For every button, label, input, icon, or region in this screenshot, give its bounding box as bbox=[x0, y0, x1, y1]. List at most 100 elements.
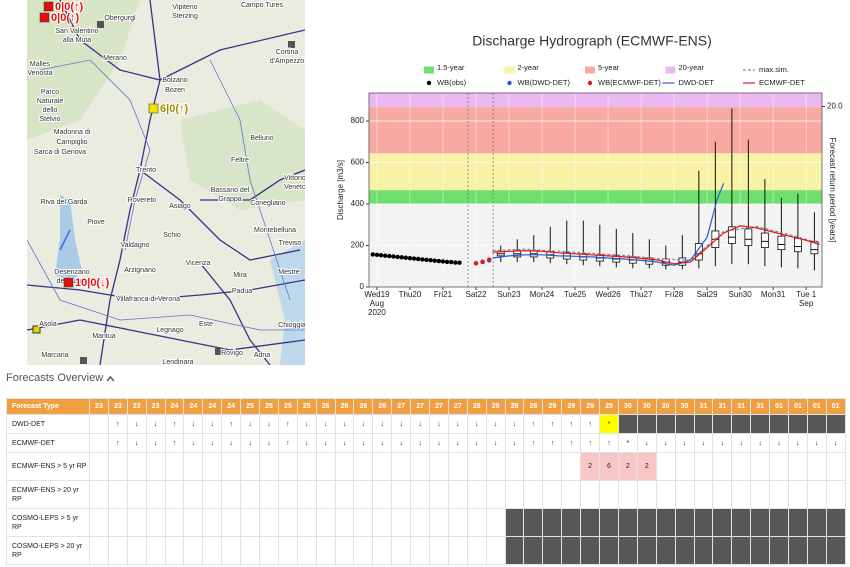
legend-swatch bbox=[507, 80, 512, 86]
forecast-cell bbox=[542, 508, 563, 537]
map-place-label: Marcaria bbox=[41, 352, 68, 359]
map-place-label: Desenzano bbox=[54, 269, 90, 276]
header-cell: 01 bbox=[806, 398, 827, 415]
map-place-label: Rovigo bbox=[221, 350, 243, 357]
forecast-cell bbox=[353, 480, 374, 509]
forecast-cell bbox=[523, 480, 544, 509]
forecast-cell bbox=[107, 452, 128, 481]
forecast-cell bbox=[107, 536, 128, 565]
map-place-label: Vipiteno bbox=[172, 4, 197, 11]
forecast-cell bbox=[466, 508, 487, 537]
forecast-cell: ↓ bbox=[504, 414, 525, 434]
forecast-cell bbox=[825, 508, 846, 537]
x-sublabel: 2020 bbox=[368, 308, 386, 317]
forecast-cell bbox=[523, 536, 544, 565]
forecast-cell bbox=[183, 508, 204, 537]
x-tick-label: Sun23 bbox=[497, 290, 521, 299]
map-place-label: Naturale bbox=[37, 98, 64, 105]
x-tick-label: Fri21 bbox=[434, 290, 453, 299]
return-period-band bbox=[369, 107, 822, 154]
map-place-label: Lendinara bbox=[162, 359, 193, 366]
forecast-cell: ↓ bbox=[259, 433, 279, 453]
forecast-cell bbox=[240, 452, 261, 481]
forecast-cell bbox=[240, 536, 261, 565]
forecast-cell bbox=[315, 508, 336, 537]
forecast-cell bbox=[296, 480, 317, 509]
x-sublabel: Aug bbox=[370, 299, 384, 308]
x-tick-label: Tue 1 bbox=[796, 290, 817, 299]
forecast-cell bbox=[712, 452, 733, 481]
forecast-cell: ↑ bbox=[164, 414, 185, 434]
forecast-cell: ↑ bbox=[561, 414, 582, 434]
forecast-cell bbox=[731, 536, 752, 565]
forecast-cell bbox=[693, 452, 714, 481]
return-period-band bbox=[369, 190, 822, 205]
forecast-cell: ↓ bbox=[655, 433, 676, 453]
forecast-cell bbox=[674, 452, 695, 481]
map-place-label: Este bbox=[199, 321, 213, 328]
forecast-cell bbox=[655, 452, 676, 481]
map-place-label: Riva del Garda bbox=[41, 199, 88, 206]
station-marker bbox=[43, 1, 54, 12]
header-cell: 29 bbox=[542, 398, 563, 415]
header-cell: 30 bbox=[674, 398, 695, 415]
forecast-cell bbox=[164, 508, 185, 537]
forecast-cell bbox=[599, 480, 619, 509]
map-place-label: Campiglio bbox=[56, 139, 87, 146]
forecast-cell bbox=[504, 536, 525, 565]
forecast-cell: ↓ bbox=[466, 433, 487, 453]
forecast-row: ECMWF-ENS > 5 yr RP 2 6 2 2 bbox=[6, 452, 846, 481]
forecast-cell bbox=[769, 452, 789, 481]
map-place-label: Trento bbox=[136, 167, 156, 174]
plot-frame bbox=[368, 92, 823, 288]
header-cell: 25 bbox=[240, 398, 261, 415]
forecast-cell: ↓ bbox=[447, 414, 468, 434]
forecast-cell bbox=[391, 480, 412, 509]
forecast-cell bbox=[277, 536, 298, 565]
y-tick-label: 600 bbox=[351, 158, 365, 167]
forecast-cell: ↑ bbox=[580, 433, 601, 453]
obs-point bbox=[436, 258, 442, 264]
map-place-label: Mantua bbox=[92, 333, 115, 340]
forecast-cell bbox=[202, 480, 223, 509]
y-tick-label: 200 bbox=[351, 241, 365, 250]
header-cell: 01 bbox=[787, 398, 808, 415]
forecast-row: COSMO-LEPS > 20 yr RP bbox=[6, 536, 846, 565]
map[interactable]: Obergurgl Vipiteno Sterzing Campo Tures San … bbox=[27, 0, 306, 366]
forecast-cell: ↓ bbox=[787, 433, 808, 453]
forecast-cell bbox=[636, 480, 657, 509]
forecast-cell bbox=[825, 414, 846, 434]
forecast-cell bbox=[89, 452, 109, 481]
map-place-label: Asiago bbox=[169, 203, 191, 210]
forecast-cell bbox=[126, 508, 147, 537]
header-cell: 27 bbox=[410, 398, 431, 415]
station-marker bbox=[63, 277, 74, 288]
x-tick-label: Thu20 bbox=[399, 290, 422, 299]
forecast-cell bbox=[107, 480, 128, 509]
map-sea bbox=[270, 240, 305, 365]
forecast-cell bbox=[429, 480, 449, 509]
forecast-cell bbox=[429, 536, 449, 565]
legend-label: WB(DWD-DET) bbox=[518, 78, 571, 87]
forecast-cell: ↓ bbox=[353, 414, 374, 434]
forecast-cell bbox=[769, 414, 789, 434]
forecast-cell bbox=[542, 536, 563, 565]
forecast-cell bbox=[466, 452, 487, 481]
forecast-cell bbox=[485, 452, 506, 481]
overview-heading[interactable]: Forecasts Overview bbox=[6, 372, 115, 384]
forecast-cell bbox=[126, 480, 147, 509]
return-period-band bbox=[369, 93, 822, 108]
forecast-cell bbox=[315, 480, 336, 509]
map-place-label: Sterzing bbox=[172, 13, 198, 20]
header-cell: 31 bbox=[712, 398, 733, 415]
legend-label: 5-year bbox=[598, 63, 620, 72]
forecast-cell bbox=[410, 536, 431, 565]
forecast-cell bbox=[504, 480, 525, 509]
forecast-cell bbox=[277, 452, 298, 481]
header-cell: 27 bbox=[391, 398, 412, 415]
header-cell: 24 bbox=[164, 398, 185, 415]
map-roads bbox=[27, 0, 305, 365]
legend-swatch bbox=[665, 66, 676, 74]
map-place-label: alla Muta bbox=[63, 37, 92, 44]
row-label: ECMWF-DET bbox=[6, 433, 90, 453]
